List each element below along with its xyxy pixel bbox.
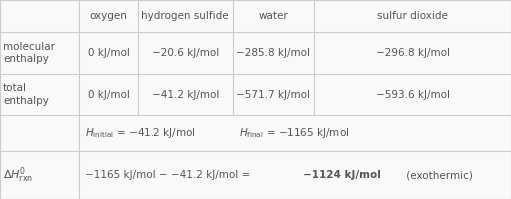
Text: molecular
enthalpy: molecular enthalpy — [3, 42, 55, 64]
Text: (exothermic): (exothermic) — [403, 170, 473, 180]
Text: $H_{\rm initial}$ = −41.2 kJ/mol: $H_{\rm initial}$ = −41.2 kJ/mol — [85, 126, 196, 140]
Text: −593.6 kJ/mol: −593.6 kJ/mol — [376, 90, 450, 100]
Text: −285.8 kJ/mol: −285.8 kJ/mol — [237, 48, 310, 58]
Text: $H_{\rm final}$ = −1165 kJ/mol: $H_{\rm final}$ = −1165 kJ/mol — [239, 126, 349, 140]
Text: −1124 kJ/mol: −1124 kJ/mol — [303, 170, 381, 180]
Text: 0 kJ/mol: 0 kJ/mol — [88, 48, 129, 58]
Text: oxygen: oxygen — [89, 11, 128, 21]
Text: −571.7 kJ/mol: −571.7 kJ/mol — [237, 90, 310, 100]
Text: −1165 kJ/mol − −41.2 kJ/mol =: −1165 kJ/mol − −41.2 kJ/mol = — [85, 170, 254, 180]
Text: $\Delta H^0_{\rm rxn}$: $\Delta H^0_{\rm rxn}$ — [3, 165, 33, 185]
Text: −20.6 kJ/mol: −20.6 kJ/mol — [152, 48, 219, 58]
Text: water: water — [259, 11, 288, 21]
Text: −41.2 kJ/mol: −41.2 kJ/mol — [152, 90, 219, 100]
Text: sulfur dioxide: sulfur dioxide — [377, 11, 448, 21]
Text: −296.8 kJ/mol: −296.8 kJ/mol — [376, 48, 450, 58]
Text: total
enthalpy: total enthalpy — [3, 83, 49, 106]
Text: hydrogen sulfide: hydrogen sulfide — [142, 11, 229, 21]
Text: 0 kJ/mol: 0 kJ/mol — [88, 90, 129, 100]
